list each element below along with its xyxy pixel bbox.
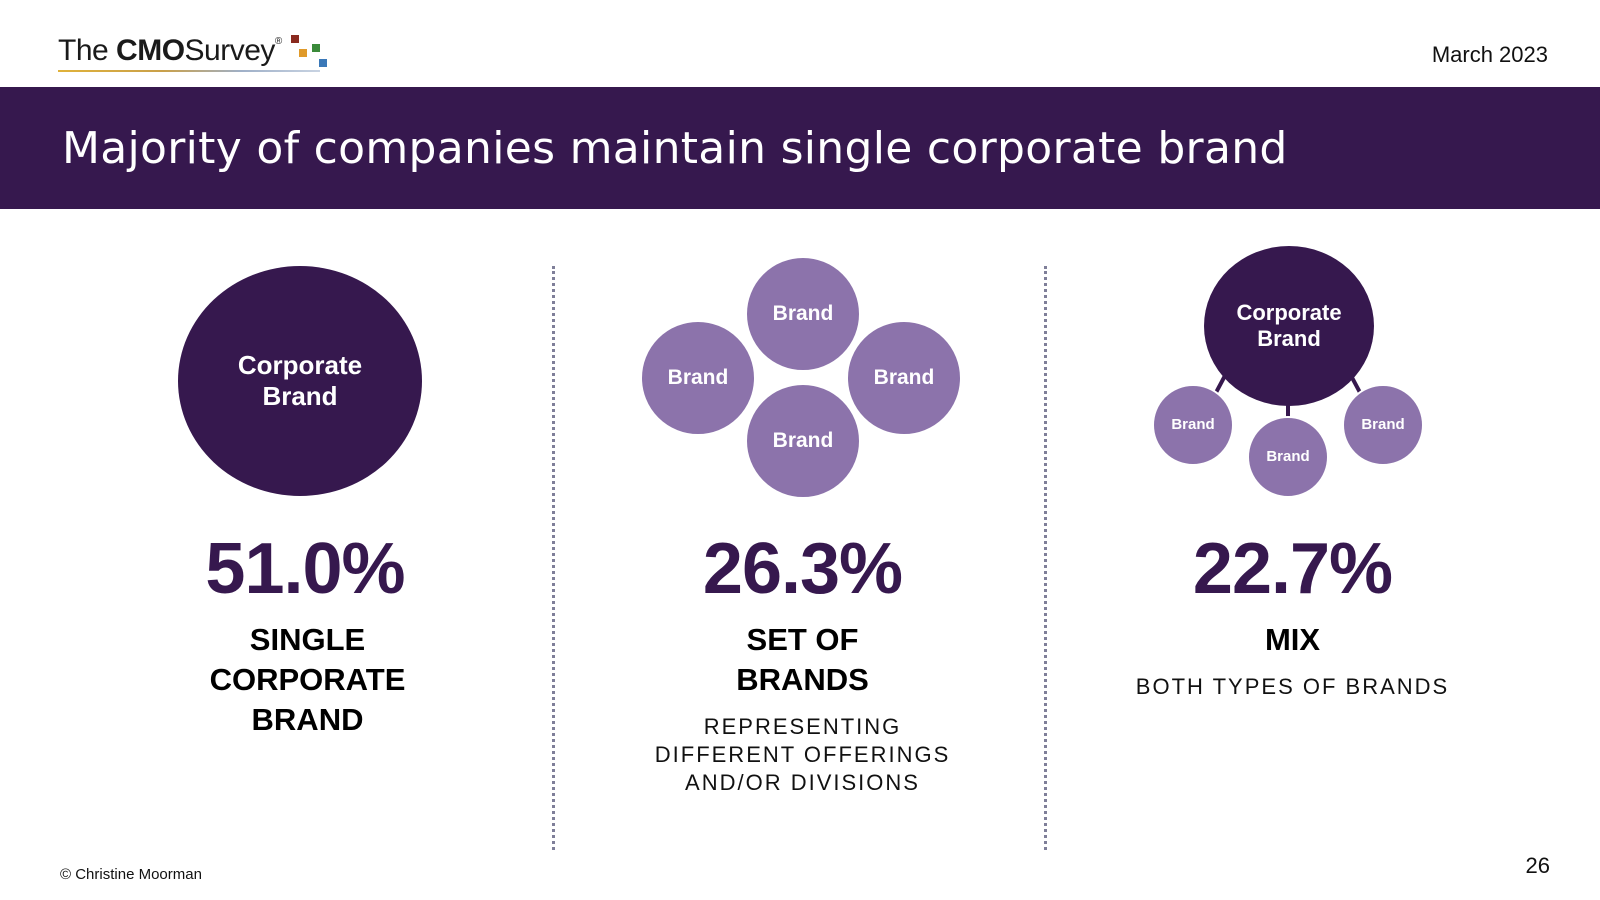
- brand-circle-left: Brand: [640, 320, 756, 436]
- connector-middle: [1286, 398, 1290, 420]
- logo-square-orange: [299, 49, 307, 57]
- single-brand-label: SINGLE CORPORATE BRAND: [209, 622, 406, 737]
- page-number: 26: [1525, 853, 1550, 878]
- set-of-brands-description: REPRESENTING DIFFERENT OFFERINGS AND/OR …: [654, 714, 951, 795]
- mix-brand-circle-middle: Brand: [1247, 416, 1329, 498]
- cmo-survey-logo: The CMOSurvey®: [58, 30, 348, 74]
- mix-description: BOTH TYPES OF BRANDS: [1135, 674, 1450, 699]
- set-of-brands-label: SET OF BRANDS: [736, 622, 869, 697]
- column-divider-left: [552, 266, 555, 850]
- set-of-brands-percent: 26.3%: [702, 529, 903, 609]
- brand-circle-top: Brand: [745, 256, 861, 372]
- logo-underline: [58, 70, 320, 72]
- mix-corporate-brand-circle: Corporate Brand: [1204, 246, 1374, 406]
- copyright-notice: © Christine Moorman: [60, 866, 202, 883]
- column-divider-right: [1044, 266, 1047, 850]
- single-brand-percent: 51.0%: [205, 529, 405, 609]
- slide-title: Majority of companies maintain single co…: [62, 123, 1288, 174]
- brand-circle-bottom: Brand: [745, 383, 861, 499]
- report-date: March 2023: [1431, 42, 1548, 67]
- corporate-brand-circle: Corporate Brand: [178, 266, 422, 496]
- mix-brand-circle-left: Brand: [1152, 384, 1234, 466]
- mix-label: MIX: [1264, 622, 1321, 657]
- logo-square-blue: [319, 59, 327, 67]
- logo-square-green: [312, 44, 320, 52]
- mix-brand-circle-right: Brand: [1342, 384, 1424, 466]
- brand-circle-right: Brand: [846, 320, 962, 436]
- logo-wordmark: The CMOSurvey®: [58, 34, 282, 67]
- mix-percent: 22.7%: [1192, 529, 1393, 609]
- logo-square-red: [291, 35, 299, 43]
- title-banner: Majority of companies maintain single co…: [0, 87, 1600, 209]
